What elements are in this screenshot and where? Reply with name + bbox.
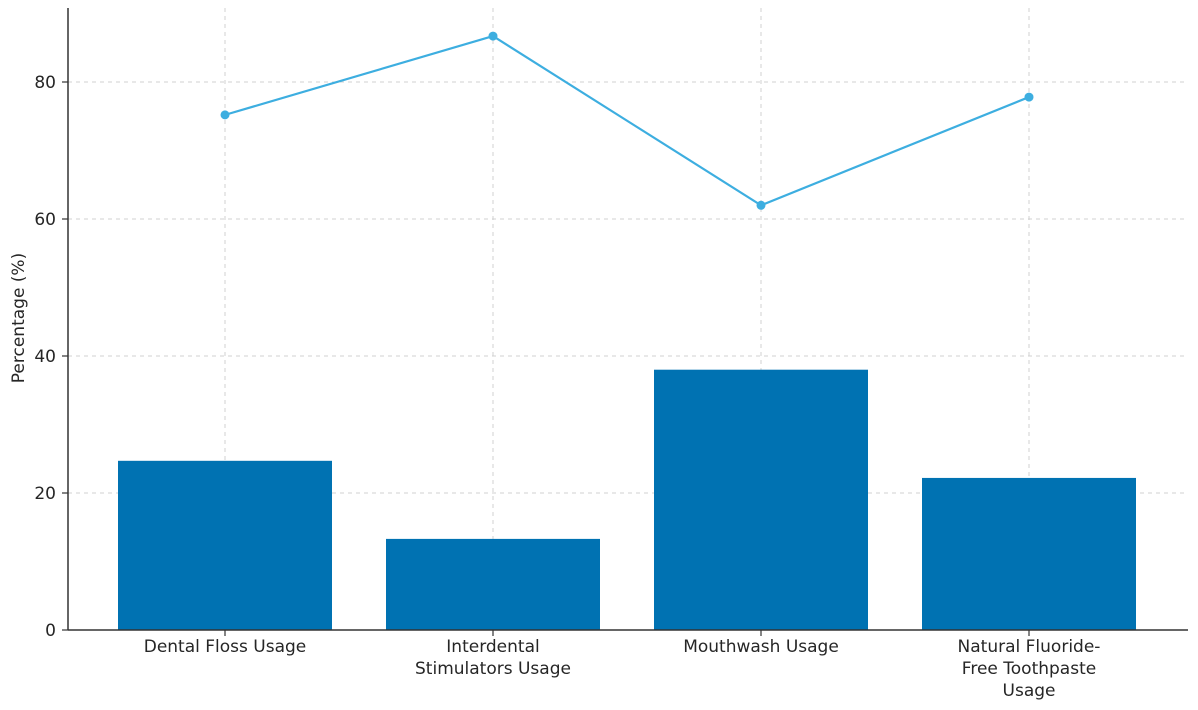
x-tick-label: Natural Fluoride-Free Toothpaste Usage bbox=[958, 637, 1101, 701]
line-point bbox=[488, 31, 498, 41]
line-point bbox=[1024, 92, 1034, 102]
y-tick-label: 80 bbox=[34, 73, 56, 93]
bar bbox=[654, 369, 868, 630]
x-tick-label: Mouthwash Usage bbox=[683, 637, 839, 657]
y-tick-label: 40 bbox=[34, 347, 56, 367]
x-tick-label: Dental Floss Usage bbox=[144, 637, 307, 657]
line-series bbox=[224, 34, 1030, 207]
axis-layer: 0 20 40 60 80 Dental Floss Usage Interdental St… bbox=[34, 8, 1188, 701]
bar bbox=[922, 477, 1136, 630]
bar-layer bbox=[118, 369, 1136, 630]
y-tick-label: 0 bbox=[45, 621, 56, 641]
line-point bbox=[756, 200, 766, 210]
y-axis-title: Percentage (%) bbox=[9, 253, 29, 383]
line-point bbox=[220, 110, 230, 120]
bar bbox=[118, 460, 332, 630]
line-layer bbox=[220, 31, 1034, 210]
y-tick-label: 20 bbox=[34, 484, 56, 504]
x-tick-label: Interdental Stimulators Usage bbox=[415, 637, 571, 679]
y-tick-label: 60 bbox=[34, 210, 56, 230]
bar bbox=[386, 538, 600, 630]
